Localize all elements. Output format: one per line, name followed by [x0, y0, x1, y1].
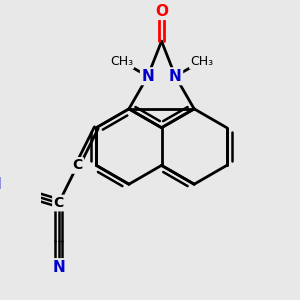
Text: N: N: [0, 177, 1, 192]
Text: N: N: [169, 69, 182, 84]
Text: C: C: [53, 196, 64, 210]
Text: CH₃: CH₃: [110, 55, 133, 68]
Text: CH₃: CH₃: [190, 55, 213, 68]
Text: C: C: [72, 158, 82, 172]
Text: N: N: [52, 260, 65, 274]
Text: O: O: [155, 4, 168, 19]
Text: N: N: [141, 69, 154, 84]
